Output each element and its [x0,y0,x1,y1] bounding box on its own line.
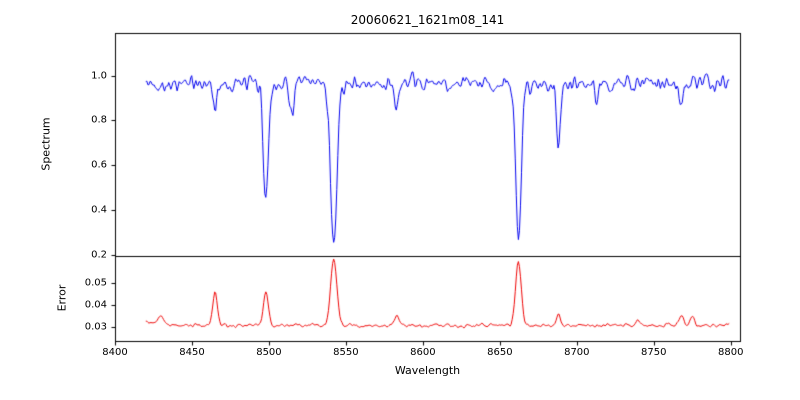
x-tick-label: 8550 [333,347,359,358]
y-tick-label: 0.2 [91,249,107,261]
x-tick-label: 8800 [718,347,744,358]
x-tick-label: 8650 [487,347,513,358]
y-tick-label: 1.0 [91,70,107,82]
y-tick-label: 0.8 [91,114,107,126]
y-tick-label: 0.05 [84,277,107,289]
y-tick-label: 0.6 [91,159,107,171]
spectrum-axis-label: Spectrum [39,117,53,171]
chart-title: 20060621_1621m08_141 [350,13,505,27]
y-tick-label: 0.03 [84,321,107,333]
x-tick-label: 8600 [410,347,436,358]
y-tick-label: 0.04 [84,299,107,311]
x-tick-label: 8400 [102,347,128,358]
x-tick-label: 8700 [564,347,590,358]
wavelength-axis-label: Wavelength [394,364,461,377]
x-tick-label: 8750 [641,347,667,358]
x-tick-label: 8500 [256,347,282,358]
x-tick-label: 8450 [179,347,205,358]
y-tick-label: 0.4 [91,204,107,216]
